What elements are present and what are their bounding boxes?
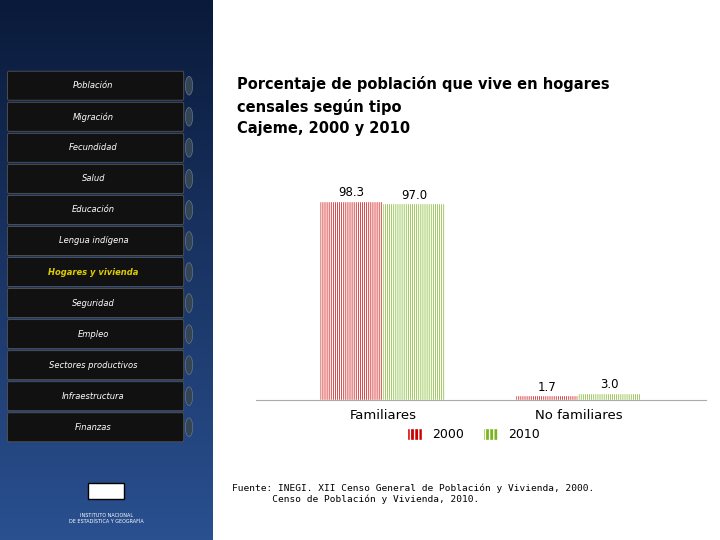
Text: Sectores productivos: Sectores productivos [49,361,138,370]
Text: Seguridad: Seguridad [72,299,115,308]
Text: Educación: Educación [72,205,115,214]
Text: Infraestructura: Infraestructura [62,392,125,401]
Text: 1.7: 1.7 [538,381,557,394]
Circle shape [185,138,193,157]
Text: Perfil sociodemográfico de Cajeme: Perfil sociodemográfico de Cajeme [351,30,703,50]
Bar [320,202,383,400]
FancyBboxPatch shape [7,382,184,411]
Text: Hogares y vivienda: Hogares y vivienda [48,267,139,276]
FancyBboxPatch shape [7,195,184,225]
Text: Salud: Salud [81,174,105,184]
Circle shape [185,262,193,281]
Text: Migración: Migración [73,112,114,122]
Text: 97.0: 97.0 [401,189,427,202]
Text: Fecundidad: Fecundidad [69,143,118,152]
FancyBboxPatch shape [7,226,184,255]
Legend: 2000, 2010: 2000, 2010 [402,423,544,447]
Text: Fuente: INEGI. XII Censo General de Población y Vivienda, 2000.
       Censo de : Fuente: INEGI. XII Censo General de Pobl… [232,483,594,504]
Text: Población: Población [73,81,114,90]
Text: INEGI: INEGI [91,487,121,496]
Text: Finanzas: Finanzas [75,423,112,432]
FancyBboxPatch shape [7,164,184,193]
FancyBboxPatch shape [7,258,184,287]
Circle shape [185,170,193,188]
Bar [516,396,578,400]
Text: INSTITUTO NACIONAL
DE ESTADÍSTICA Y GEOGRAFÍA: INSTITUTO NACIONAL DE ESTADÍSTICA Y GEOG… [69,513,143,524]
Text: Porcentaje de población que vive en hogares
censales según tipo
Cajeme, 2000 y 2: Porcentaje de población que vive en hoga… [236,76,609,136]
Circle shape [185,325,193,343]
Circle shape [185,418,193,436]
Text: Lengua indígena: Lengua indígena [58,237,128,246]
FancyBboxPatch shape [7,71,184,100]
FancyBboxPatch shape [7,350,184,380]
Circle shape [185,232,193,251]
Circle shape [185,356,193,374]
Circle shape [185,387,193,406]
Text: Empleo: Empleo [78,329,109,339]
Bar [383,204,446,400]
Text: 3.0: 3.0 [600,378,619,391]
Bar [578,394,641,400]
Circle shape [185,200,193,219]
FancyBboxPatch shape [7,288,184,318]
Circle shape [185,107,193,126]
FancyBboxPatch shape [7,102,184,131]
FancyBboxPatch shape [7,133,184,163]
FancyBboxPatch shape [7,413,184,442]
Circle shape [185,76,193,95]
Circle shape [185,294,193,312]
Text: 98.3: 98.3 [338,186,364,199]
FancyBboxPatch shape [7,320,184,349]
